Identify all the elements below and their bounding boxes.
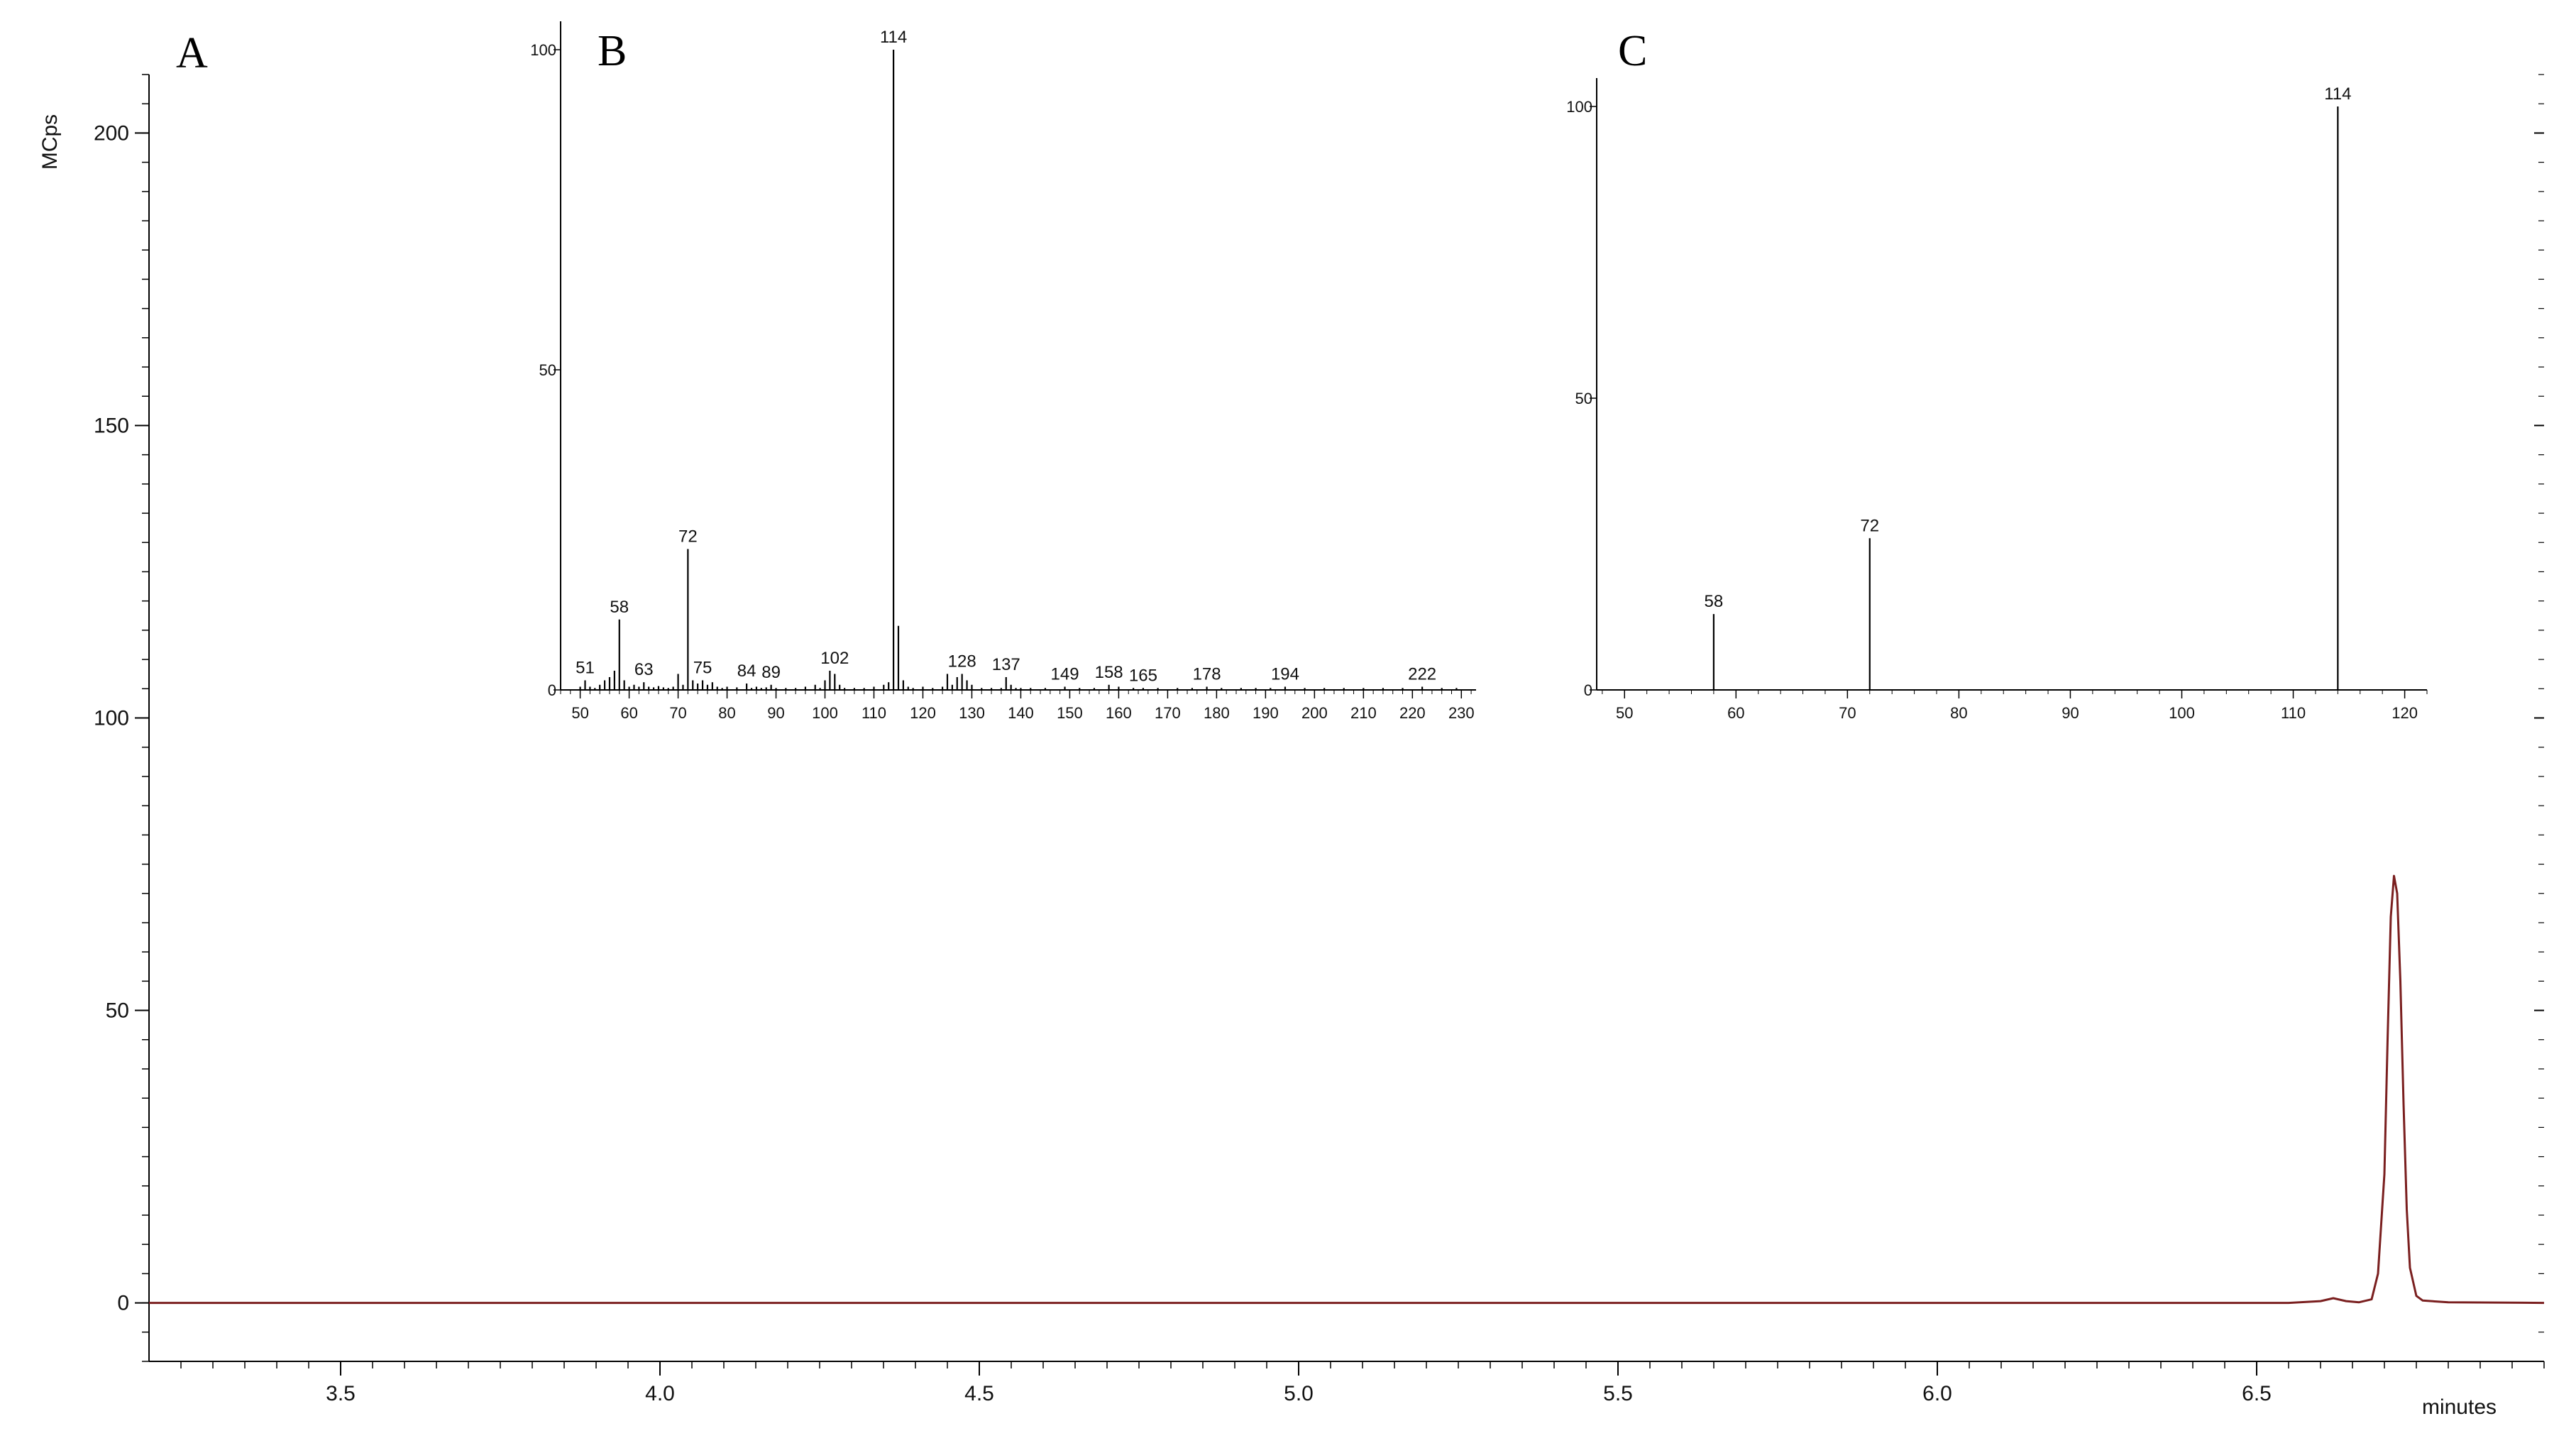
peak-label-b: 84 (737, 662, 756, 681)
panel-a-plot: 0 50 100 150 200 3.5 4.0 4.5 5.0 5.5 6.0 6.5 (94, 74, 2545, 1405)
peak-label-c: 58 (1705, 592, 1724, 611)
x-tick-label-b: 210 (1350, 704, 1377, 722)
panel-letter-b: B (598, 27, 627, 75)
peak-label-b: 51 (576, 658, 595, 677)
x-tick-label-c: 60 (1727, 704, 1744, 722)
panel-letter-a: A (176, 29, 208, 77)
x-tick-label-b: 220 (1399, 704, 1426, 722)
x-tick-label-b: 150 (1057, 704, 1083, 722)
y-tick-label-b: 0 (548, 681, 556, 699)
panel-b-background (539, 21, 1483, 728)
x-tick-label-a: 3.5 (326, 1382, 356, 1405)
x-tick-label-b: 130 (959, 704, 985, 722)
mass-spectrum-panel-c: 0 50 100 50 60 70 80 90 100 110 120 58 72 114 C (1543, 27, 2438, 728)
x-tick-label-c: 120 (2391, 704, 2418, 722)
panel-b-plot: 0 50 100 50 60 70 80 90 100 110 120 130 140 150 160 170… (530, 21, 1476, 722)
mass-spectrum-panel-b: 0 50 100 50 60 70 80 90 100 110 120 130 140 150 160 170… (530, 21, 1483, 728)
x-tick-label-a: 5.5 (1603, 1382, 1633, 1405)
peak-label-b: 58 (610, 598, 629, 617)
x-tick-label-b: 230 (1448, 704, 1475, 722)
x-tick-label-b: 120 (910, 704, 936, 722)
y-axis-title-a: MCps (38, 114, 62, 170)
x-tick-label-b: 70 (669, 704, 686, 722)
peak-label-b: 178 (1193, 664, 1221, 684)
x-tick-label-a: 4.5 (964, 1382, 994, 1405)
x-tick-label-b: 160 (1106, 704, 1132, 722)
peak-label-b: 63 (634, 660, 654, 679)
x-tick-label-b: 110 (862, 704, 886, 722)
x-tick-label-c: 80 (1950, 704, 1967, 722)
x-tick-label-b: 80 (718, 704, 735, 722)
x-tick-label-c: 50 (1616, 704, 1633, 722)
panel-c-plot: 0 50 100 50 60 70 80 90 100 110 120 58 72 114 (1566, 78, 2428, 722)
x-tick-label-b: 200 (1301, 704, 1328, 722)
y-tick-label-a: 0 (117, 1292, 129, 1315)
peak-label-b: 149 (1051, 664, 1079, 684)
panel-letter-c: C (1618, 27, 1647, 75)
y-tick-label-a: 100 (94, 707, 129, 730)
peak-label-b: 194 (1271, 664, 1299, 684)
panel-c-background (1543, 35, 2438, 728)
x-tick-label-b: 180 (1204, 704, 1230, 722)
peak-label-b: 114 (880, 28, 907, 47)
x-tick-label-c: 100 (2169, 704, 2195, 722)
y-tick-label-a: 150 (94, 414, 129, 437)
y-tick-label-b: 100 (530, 41, 556, 59)
x-tick-label-b: 170 (1155, 704, 1181, 722)
peak-label-b: 75 (693, 658, 712, 677)
peak-label-c: 114 (2324, 84, 2351, 104)
chromatogram-panel-a: 0 50 100 150 200 3.5 4.0 4.5 5.0 5.5 6.0 6.5 MCps m… (38, 29, 2545, 1419)
x-tick-label-a: 5.0 (1284, 1382, 1314, 1405)
peak-label-b: 89 (761, 663, 781, 682)
x-tick-label-b: 50 (571, 704, 588, 722)
peak-label-c: 72 (1860, 516, 1879, 535)
peak-label-b: 137 (992, 655, 1020, 674)
x-tick-label-c: 110 (2281, 704, 2306, 722)
peak-label-b: 165 (1129, 666, 1157, 685)
x-tick-label-b: 100 (812, 704, 838, 722)
y-tick-label-a: 200 (94, 121, 129, 145)
y-tick-label-c: 0 (1584, 681, 1592, 699)
x-tick-label-c: 70 (1839, 704, 1856, 722)
x-tick-label-a: 4.0 (645, 1382, 675, 1405)
y-tick-label-c: 100 (1566, 98, 1592, 116)
x-tick-label-b: 90 (767, 704, 784, 722)
peak-label-b: 72 (678, 527, 698, 547)
y-tick-label-b: 50 (539, 361, 556, 379)
x-tick-label-a: 6.0 (1922, 1382, 1952, 1405)
x-tick-label-b: 190 (1253, 704, 1279, 722)
x-tick-label-c: 90 (2062, 704, 2079, 722)
x-axis-title-a: minutes (2422, 1395, 2497, 1419)
y-tick-label-a: 50 (106, 999, 129, 1023)
x-tick-label-b: 60 (620, 704, 637, 722)
y-tick-label-c: 50 (1575, 390, 1592, 407)
chromatogram-trace (149, 874, 2545, 1305)
x-tick-label-a: 6.5 (2242, 1382, 2272, 1405)
peak-label-b: 128 (948, 652, 976, 671)
peak-label-b: 102 (820, 649, 849, 668)
peak-label-b: 158 (1095, 663, 1123, 682)
peak-label-b: 222 (1408, 664, 1436, 684)
x-tick-label-b: 140 (1008, 704, 1034, 722)
